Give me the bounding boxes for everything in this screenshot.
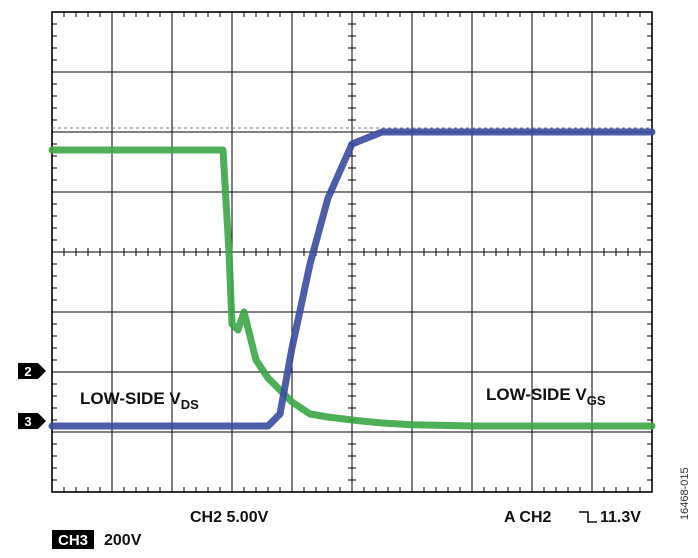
channel-2-marker: 2 (18, 363, 46, 379)
falling-edge-icon (579, 511, 597, 523)
channel-2-marker-label: 2 (24, 364, 31, 379)
vgs-trace-label: LOW-SIDE VGS (486, 385, 606, 408)
ch3-scale-readout: 200V (104, 532, 142, 549)
trigger-level-readout: 11.3V (600, 509, 641, 526)
channel-3-marker-label: 3 (24, 414, 31, 429)
vds-trace-label: LOW-SIDE VDS (80, 389, 199, 412)
ch2-scale-readout: CH2 5.00V (190, 509, 269, 526)
trace-layer (48, 128, 656, 430)
graticule-grid (51, 11, 653, 493)
channel-3-marker: 3 (18, 413, 46, 429)
trigger-readout: A CH2 (504, 509, 552, 526)
ch3-badge (52, 530, 94, 549)
vds-trace-line (48, 146, 656, 430)
figure-id: 16468-015 (679, 467, 691, 520)
vgs-trace-line (48, 128, 656, 430)
ch3-badge-label: CH3 (58, 532, 88, 549)
